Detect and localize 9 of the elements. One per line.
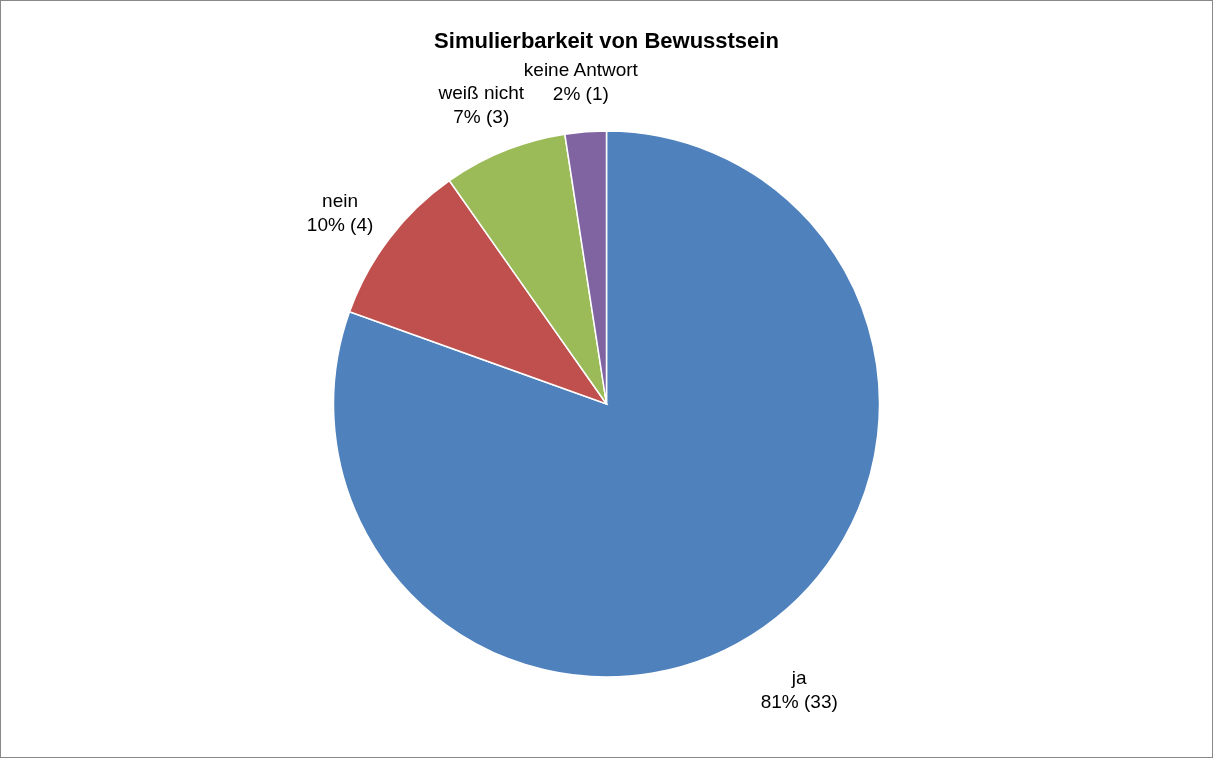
slice-label: nein [322, 189, 359, 211]
data-label: 7% (3) [453, 106, 510, 128]
chart-title: Simulierbarkeit von Bewusstsein [434, 27, 779, 53]
slice-label: keine Antwort [523, 58, 639, 80]
slice-label: ja [790, 667, 808, 689]
data-label: 10% (4) [306, 213, 374, 235]
data-label: 81% (33) [760, 691, 838, 713]
data-label: 2% (1) [552, 82, 609, 104]
slice-label: weiß nicht [437, 82, 525, 104]
